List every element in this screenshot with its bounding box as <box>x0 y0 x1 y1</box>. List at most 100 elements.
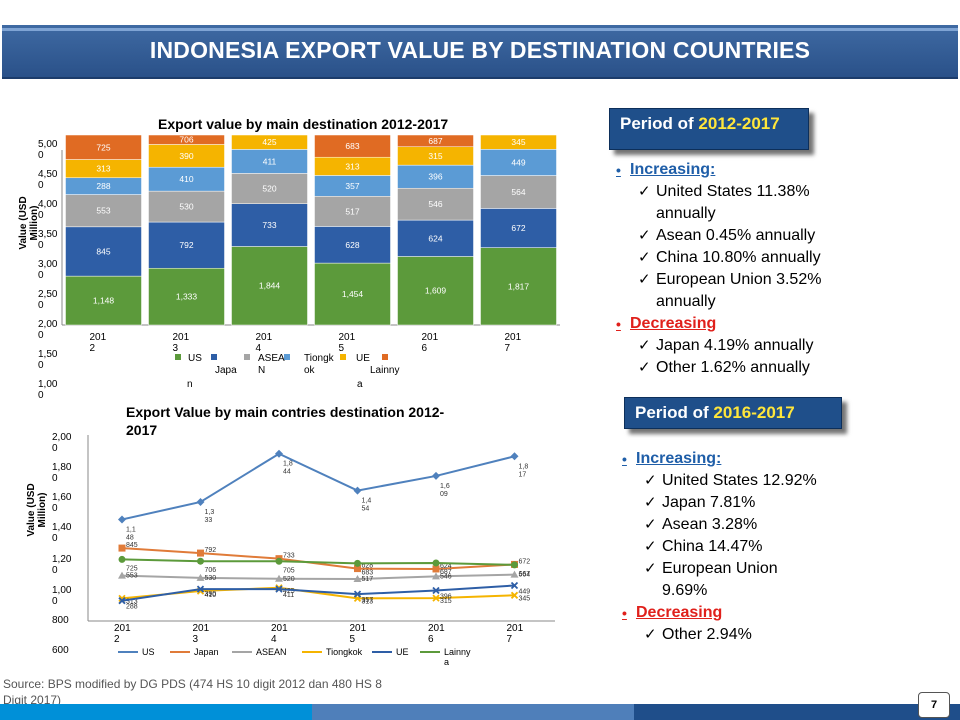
bar-y-tick-label: 2,00 0 <box>38 319 58 341</box>
bar-segment <box>314 196 391 227</box>
decreasing-2012-item: Japan 4.19% annually <box>638 335 856 357</box>
line-data-label: 725 <box>126 565 138 572</box>
decreasing-list-2016: Other 2.94% <box>622 624 822 646</box>
bar-data-label: 315 <box>428 151 442 161</box>
bar-segment <box>148 221 225 269</box>
bar-segment <box>480 175 557 209</box>
line-data-label: 425 <box>283 588 295 595</box>
line-series <box>121 558 515 566</box>
line-y-axis-label: Value (USDMillion) <box>26 483 48 536</box>
line-data-label: 667 <box>519 571 531 578</box>
increasing-2016-item: European Union 9.69% <box>644 558 822 602</box>
bar-data-label: 288 <box>96 181 110 191</box>
line-data-label: 792 <box>205 547 217 554</box>
decreasing-2012-item: Other 1.62% annually <box>638 357 856 379</box>
decreasing-list-2012: Japan 4.19% annuallyOther 1.62% annually <box>616 335 856 379</box>
bar-legend-label: n <box>187 379 193 390</box>
bar-data-label: 706 <box>179 135 193 145</box>
line-data-label: 390 <box>205 591 217 598</box>
bar-data-label: 313 <box>96 164 110 174</box>
bar-data-label: 313 <box>345 161 359 171</box>
line-data-label: 733 <box>283 553 295 560</box>
line-series <box>121 584 515 602</box>
line-x-tick-label: 201 4 <box>271 623 288 645</box>
line-data-label: 705 <box>283 567 295 574</box>
line-x-tick-label: 201 6 <box>428 623 445 645</box>
line-point <box>510 591 519 599</box>
bar-segment <box>397 256 474 326</box>
line-series <box>121 573 515 581</box>
increasing-2016-item: Asean 3.28% <box>644 514 822 536</box>
line-data-label: 449 <box>519 588 531 595</box>
bar-legend-label: UE <box>356 353 370 364</box>
bar-data-label: 546 <box>428 199 442 209</box>
line-legend-label: a <box>444 657 449 667</box>
line-data-label: 410 <box>205 592 217 599</box>
footer-band-left <box>0 704 312 720</box>
line-data-label: 357 <box>362 597 374 604</box>
line-series <box>121 452 515 521</box>
bar-y-tick-label: 4,00 0 <box>38 199 58 221</box>
line-point <box>275 574 283 582</box>
line-data-label: 411 <box>283 592 294 599</box>
bar-data-label: 1,148 <box>93 296 115 306</box>
line-data-label: 624 <box>440 563 452 570</box>
line-data-label: 1,3 33 <box>205 509 215 524</box>
line-point <box>510 452 519 461</box>
bar-legend-swatch <box>382 354 388 360</box>
line-y-tick-label: 1,00 0 <box>52 585 72 607</box>
bar-y-axis-label: Value (USDMillion) <box>18 196 40 249</box>
increasing-list-2012: United States 11.38% annuallyAsean 0.45%… <box>616 181 856 313</box>
line-point <box>511 561 518 569</box>
bar-data-label: 530 <box>179 202 193 212</box>
line-series <box>121 547 515 570</box>
line-point <box>118 571 126 579</box>
line-data-label: 520 <box>283 576 295 583</box>
bar-data-label: 411 <box>263 156 277 166</box>
title-bar: INDONESIA EXPORT VALUE BY DESTINATION CO… <box>2 25 958 79</box>
bar-y-tick-label: 2,50 0 <box>38 289 58 311</box>
bar-y-tick-label: 4,50 0 <box>38 169 58 191</box>
line-data-label: 1,8 44 <box>283 461 293 476</box>
bar-x-tick-label: 201 4 <box>256 332 273 354</box>
line-legend-label: Tiongkok <box>326 647 363 657</box>
period-2016-prefix: Period of <box>635 403 714 422</box>
line-data-label: 315 <box>440 598 452 605</box>
increasing-2012-item: United States 11.38% annually <box>638 181 856 225</box>
line-y-tick-label: 2,00 0 <box>52 432 72 454</box>
line-point <box>432 594 440 602</box>
line-data-label: 313 <box>362 598 374 605</box>
bar-data-label: 845 <box>96 246 110 256</box>
line-y-tick-label: 600 <box>52 645 69 656</box>
bar-legend-label: Tiongk <box>304 353 335 364</box>
bar-x-tick-label: 201 5 <box>339 332 356 354</box>
period-2012-year: 2012-2017 <box>698 114 780 133</box>
bar-segment <box>148 135 225 145</box>
line-chart: 2,0001,8001,6001,4001,2001,0008006004002… <box>26 432 555 667</box>
increasing-2016-item: United States 12.92% <box>644 470 822 492</box>
bar-legend-swatch <box>244 354 250 360</box>
bar-y-tick-label: 3,50 0 <box>38 229 58 251</box>
bar-legend-label: ASEA <box>258 353 285 364</box>
bar-legend-swatch <box>284 354 290 360</box>
line-y-tick-label: 800 <box>52 615 69 626</box>
bar-segment <box>231 173 308 204</box>
line-data-label: 1,1 48 <box>126 526 136 541</box>
bar-data-label: 628 <box>345 240 359 250</box>
bar-data-label: 733 <box>262 220 276 230</box>
decreasing-heading-2016: • Decreasing <box>622 604 723 621</box>
bar-data-label: 1,844 <box>259 281 281 291</box>
bar-legend-swatch <box>340 354 346 360</box>
bar-data-label: 1,609 <box>425 286 447 296</box>
bar-chart-title: Export value by main destination 2012-20… <box>158 116 449 132</box>
period-2016-list: •Increasing: United States 12.92%Japan 7… <box>622 448 822 646</box>
increasing-2016-item: China 14.47% <box>644 536 822 558</box>
increasing-heading-2012: • Increasing: <box>616 161 716 178</box>
line-data-label: 672 <box>519 558 531 565</box>
increasing-heading-2016: • Increasing: <box>622 450 722 467</box>
line-data-label: 553 <box>126 573 138 580</box>
bar-data-label: 725 <box>96 142 110 152</box>
bar-segment <box>65 275 142 326</box>
source-note: Source: BPS modified by DG PDS (474 HS 1… <box>3 677 382 707</box>
bar-data-label: 517 <box>345 206 359 216</box>
